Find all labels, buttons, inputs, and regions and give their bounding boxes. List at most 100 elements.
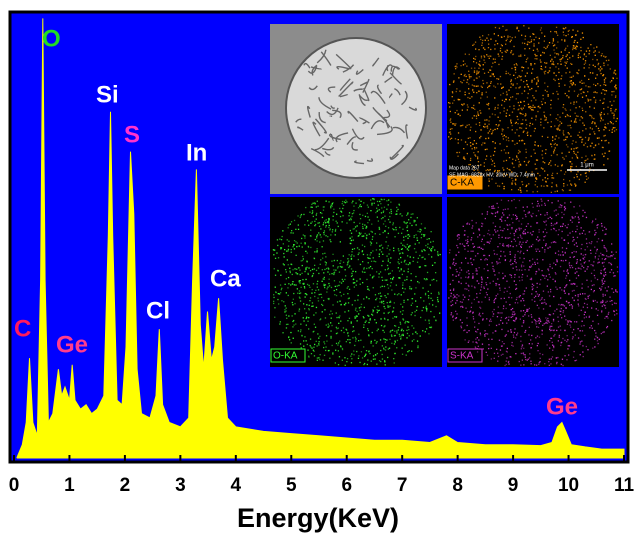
map-dot — [359, 283, 361, 285]
sem-petal — [362, 121, 367, 125]
sem-petal — [354, 160, 365, 165]
map-dot — [513, 238, 515, 240]
map-dot — [424, 294, 427, 296]
map-dot — [602, 119, 604, 121]
map-dot — [611, 243, 613, 245]
map-dot — [395, 316, 398, 318]
map-dot — [496, 316, 499, 318]
map-dot — [535, 36, 537, 38]
map-dot — [501, 55, 504, 58]
map-dot — [306, 252, 308, 254]
map-dot — [358, 333, 360, 335]
map-dot — [580, 248, 582, 250]
map-dot — [512, 345, 514, 347]
map-dot — [325, 262, 327, 264]
map-dot — [613, 302, 616, 304]
scale-bar-label: 1 μm — [580, 163, 593, 169]
map-dot — [294, 313, 296, 315]
map-dot — [477, 113, 479, 115]
map-dot — [317, 280, 319, 282]
map-dot — [564, 115, 567, 118]
map-dot — [525, 329, 527, 332]
map-dot — [359, 309, 361, 312]
map-dot — [393, 250, 395, 252]
map-dot — [458, 295, 460, 297]
map-dot — [503, 100, 506, 103]
map-dot — [347, 310, 350, 312]
map-dot — [562, 104, 565, 106]
x-tick-label: 6 — [341, 475, 352, 496]
map-dot — [529, 125, 531, 127]
map-dot — [351, 213, 354, 215]
map-dot — [379, 292, 381, 294]
map-dot — [368, 315, 370, 317]
map-dot — [382, 300, 385, 302]
map-dot — [473, 115, 475, 117]
map-dot — [564, 329, 566, 331]
map-dot — [489, 85, 491, 87]
map-dot — [273, 249, 275, 251]
map-dot — [550, 60, 552, 62]
map-dot — [569, 109, 572, 111]
sem-petal — [297, 126, 304, 131]
map-dot — [596, 241, 598, 243]
map-dot — [576, 228, 578, 230]
map-dot — [573, 176, 575, 179]
map-dot — [591, 155, 593, 157]
map-dot — [509, 237, 511, 239]
map-dot — [390, 210, 392, 213]
map-dot — [285, 271, 287, 273]
map-dot — [565, 277, 567, 279]
map-dot — [450, 312, 453, 314]
map-dot — [475, 130, 477, 133]
map-dot — [396, 213, 398, 215]
map-dot — [533, 97, 535, 99]
map-dot — [478, 314, 480, 316]
map-dot — [363, 268, 365, 270]
map-dot — [542, 290, 545, 292]
map-dot — [537, 78, 539, 80]
sem-petal — [370, 90, 386, 104]
map-dot — [575, 268, 577, 270]
map-dot — [494, 142, 496, 144]
map-dot — [565, 109, 567, 111]
map-dot — [323, 272, 325, 274]
map-dot — [556, 190, 558, 192]
map-dot — [602, 277, 604, 280]
map-dot — [606, 300, 608, 302]
map-dot — [482, 142, 484, 144]
sem-petal — [351, 141, 358, 151]
map-dot — [505, 301, 507, 303]
map-dot — [314, 326, 317, 328]
map-dot — [319, 212, 322, 214]
map-dot — [591, 241, 593, 243]
map-dot — [475, 270, 477, 272]
sem-petal — [314, 137, 330, 151]
map-dot — [464, 296, 466, 298]
map-dot — [390, 212, 393, 215]
map-dot — [468, 340, 470, 342]
map-dot — [539, 299, 541, 301]
map-dot — [516, 27, 518, 30]
map-dot — [340, 260, 342, 262]
map-dot — [318, 272, 320, 275]
map-dot — [457, 113, 459, 115]
map-dot — [430, 310, 432, 313]
map-dot — [573, 217, 575, 219]
map-dot — [477, 72, 479, 74]
map-dot — [567, 124, 569, 127]
map-dot — [470, 76, 472, 78]
map-dot — [348, 215, 350, 217]
map-dot — [308, 317, 310, 319]
map-dot — [380, 295, 382, 297]
map-dot — [597, 127, 600, 130]
map-dot — [578, 69, 580, 71]
map-dot — [591, 222, 593, 224]
map-dot — [508, 214, 511, 216]
map-dot — [465, 239, 467, 242]
map-dot — [563, 289, 565, 291]
map-dot — [310, 206, 312, 208]
map-dot — [487, 55, 489, 57]
map-dot — [457, 238, 459, 241]
map-dot — [520, 54, 522, 56]
